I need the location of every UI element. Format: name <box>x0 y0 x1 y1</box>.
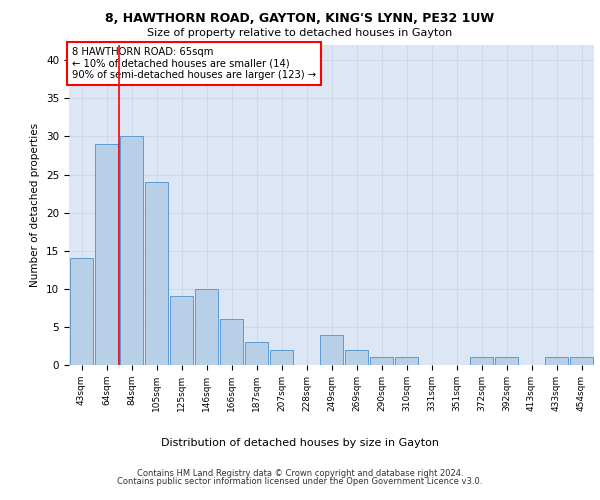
Bar <box>370 358 394 365</box>
Bar <box>95 144 118 365</box>
Text: Contains public sector information licensed under the Open Government Licence v3: Contains public sector information licen… <box>118 477 482 486</box>
Bar <box>470 358 493 365</box>
Text: 8 HAWTHORN ROAD: 65sqm
← 10% of detached houses are smaller (14)
90% of semi-det: 8 HAWTHORN ROAD: 65sqm ← 10% of detached… <box>71 46 316 80</box>
Text: Contains HM Land Registry data © Crown copyright and database right 2024.: Contains HM Land Registry data © Crown c… <box>137 468 463 477</box>
Bar <box>194 289 218 365</box>
Bar <box>170 296 193 365</box>
Bar <box>269 350 293 365</box>
Bar <box>344 350 368 365</box>
Bar <box>569 358 593 365</box>
Bar <box>395 358 418 365</box>
Y-axis label: Number of detached properties: Number of detached properties <box>31 123 40 287</box>
Bar <box>145 182 169 365</box>
Bar <box>245 342 268 365</box>
Bar <box>320 334 343 365</box>
Bar <box>119 136 143 365</box>
Bar <box>70 258 94 365</box>
Bar <box>220 320 244 365</box>
Bar <box>494 358 518 365</box>
Text: Distribution of detached houses by size in Gayton: Distribution of detached houses by size … <box>161 438 439 448</box>
Text: 8, HAWTHORN ROAD, GAYTON, KING'S LYNN, PE32 1UW: 8, HAWTHORN ROAD, GAYTON, KING'S LYNN, P… <box>106 12 494 26</box>
Text: Size of property relative to detached houses in Gayton: Size of property relative to detached ho… <box>148 28 452 38</box>
Bar <box>545 358 568 365</box>
